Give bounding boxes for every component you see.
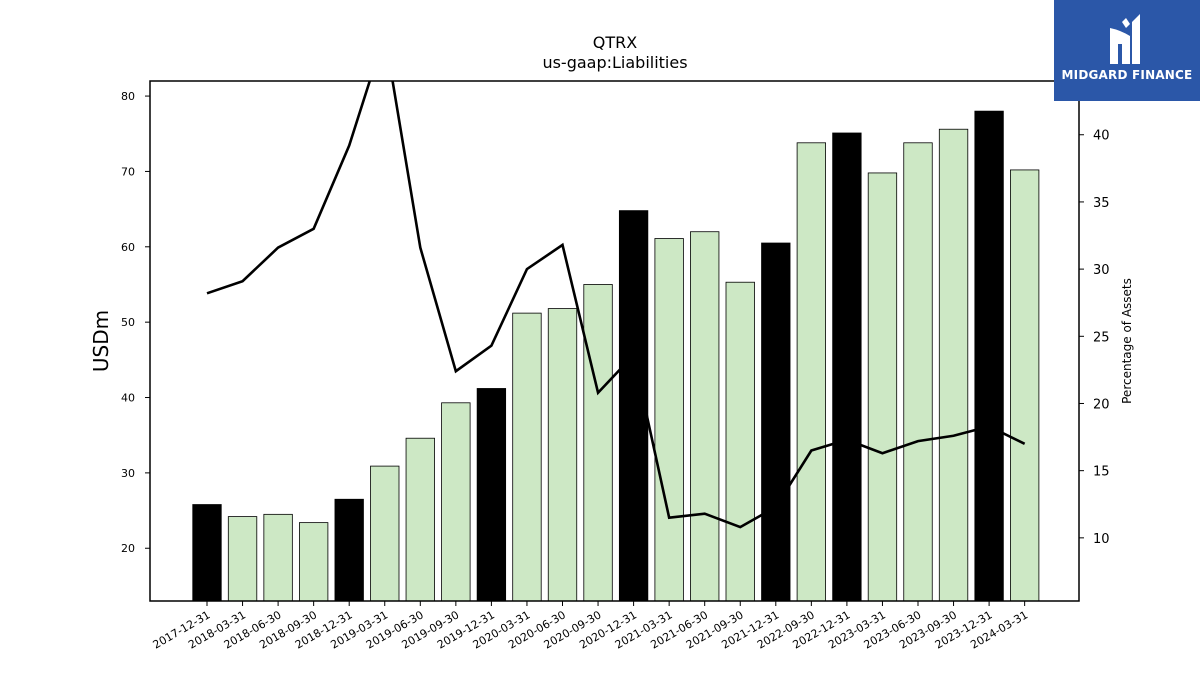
right-tick-label: 10 <box>1093 532 1110 547</box>
bar-2019-03-31 <box>370 465 400 602</box>
bar-2023-12-31 <box>974 110 1004 602</box>
x-axis-ticks: 2017-12-312018-03-312018-06-302018-09-30… <box>151 601 1030 652</box>
midgard-logo-icon <box>1110 14 1140 64</box>
left-tick-label: 80 <box>121 90 135 103</box>
bar-2023-03-31 <box>867 172 898 602</box>
left-tick-label: 30 <box>121 467 135 480</box>
bar-2020-09-30 <box>583 284 613 602</box>
bar-2018-03-31 <box>227 516 258 602</box>
right-axis-ticks: 10 15 20 25 30 35 40 <box>1079 129 1110 547</box>
y2-axis-label: Percentage of Assets <box>1120 278 1134 404</box>
left-tick-label: 50 <box>121 316 135 329</box>
bar-2021-03-31 <box>654 238 684 602</box>
bar-2023-09-30 <box>938 128 969 602</box>
bar-2018-09-30 <box>298 522 329 602</box>
logo-text: MIDGARD FINANCE <box>1061 68 1193 82</box>
bar-2019-09-30 <box>441 402 471 602</box>
midgard-finance-logo: MIDGARD FINANCE <box>1054 0 1200 101</box>
left-axis-ticks: 20 30 40 50 60 70 80 <box>121 90 150 555</box>
bar-2018-12-31 <box>334 498 364 602</box>
bar-2024-03-31 <box>1010 169 1040 602</box>
right-tick-label: 15 <box>1093 465 1110 480</box>
bar-2022-09-30 <box>796 142 826 602</box>
right-tick-label: 25 <box>1093 330 1110 345</box>
bar-2021-12-31 <box>761 242 791 602</box>
plot-frame <box>149 80 1080 602</box>
bar-2021-06-30 <box>690 231 720 602</box>
right-tick-label: 20 <box>1093 397 1110 412</box>
left-tick-label: 70 <box>121 165 135 178</box>
bar-2019-12-31 <box>476 388 507 602</box>
chart-subtitle: us-gaap:Liabilities <box>542 53 687 72</box>
bar-2020-03-31 <box>512 312 542 602</box>
left-tick-label: 60 <box>121 241 135 254</box>
bar-2017-12-31 <box>192 504 222 602</box>
bar-2018-06-30 <box>263 513 293 602</box>
bar-series <box>192 110 1040 602</box>
bar-2020-06-30 <box>547 308 578 602</box>
chart-title: QTRX <box>593 33 637 52</box>
y-axis-label: USDm <box>89 310 113 372</box>
left-tick-label: 40 <box>121 392 135 405</box>
right-tick-label: 35 <box>1093 196 1110 211</box>
left-tick-label: 20 <box>121 542 135 555</box>
bar-2019-06-30 <box>405 437 435 602</box>
right-tick-label: 30 <box>1093 263 1110 278</box>
bar-2020-12-31 <box>618 210 649 602</box>
bar-2021-09-30 <box>725 281 755 602</box>
percentage-of-assets-line <box>206 81 1026 529</box>
bar-2023-06-30 <box>903 142 933 602</box>
line-series <box>206 81 1026 529</box>
right-tick-label: 40 <box>1093 129 1110 144</box>
bar-2022-12-31 <box>832 132 862 602</box>
